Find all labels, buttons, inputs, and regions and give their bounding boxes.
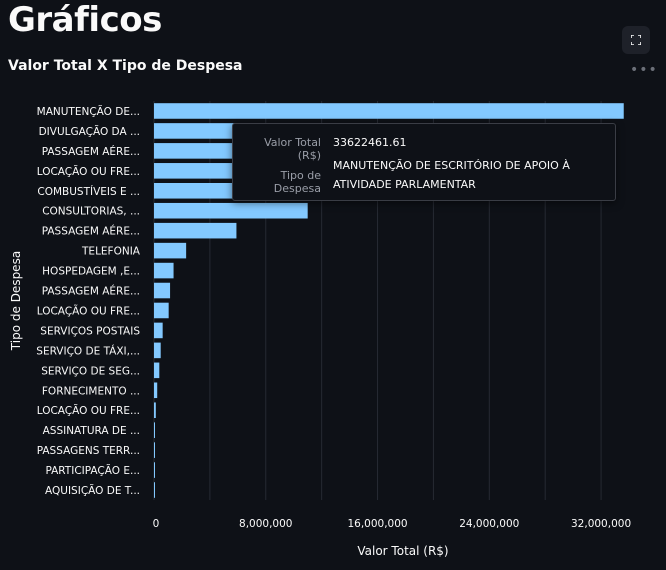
y-tick-label: PASSAGENS TERR... <box>37 445 140 457</box>
bar[interactable] <box>154 202 308 219</box>
bar[interactable] <box>154 242 187 259</box>
x-tick-label: 24,000,000 <box>459 518 519 530</box>
bar[interactable] <box>154 382 158 399</box>
tooltip-key-category: Tipo de Despesa <box>273 169 321 195</box>
y-tick-label: ASSINATURA DE ... <box>43 425 140 437</box>
y-tick-label: LOCAÇÃO OU FRE... <box>37 165 140 178</box>
bar[interactable] <box>154 322 163 339</box>
y-tick-label: DIVULGAÇÃO DA ... <box>39 125 140 138</box>
bar[interactable] <box>154 422 155 438</box>
more-options-icon[interactable]: ••• <box>630 62 658 78</box>
page-title: Gráficos <box>8 0 162 40</box>
bar[interactable] <box>154 402 156 419</box>
tooltip-value-value: 33622461.61 <box>333 136 407 149</box>
x-tick-label: 32,000,000 <box>571 518 631 530</box>
tooltip-key-value: Valor Total (R$) <box>264 136 321 162</box>
fullscreen-button[interactable] <box>622 26 650 54</box>
x-tick-label: 0 <box>153 518 160 530</box>
y-tick-label: PASSAGEM AÉRE... <box>42 285 140 298</box>
y-tick-label: LOCAÇÃO OU FRE... <box>37 304 140 317</box>
bar[interactable] <box>154 482 155 498</box>
chart-title: Valor Total X Tipo de Despesa <box>8 58 243 74</box>
y-tick-label: SERVIÇO DE TÁXI,... <box>36 344 140 357</box>
y-tick-label: SERVIÇO DE SEG... <box>41 365 140 377</box>
y-tick-label: CONSULTORIAS, ... <box>42 206 140 218</box>
bar[interactable] <box>154 103 624 119</box>
y-tick-label: SERVIÇOS POSTAIS <box>40 325 140 337</box>
chart-tooltip: Valor Total (R$) 33622461.61 Tipo de Des… <box>232 123 616 201</box>
bar[interactable] <box>154 362 160 379</box>
y-tick-label: MANUTENÇÃO DE... <box>37 105 140 118</box>
x-tick-label: 16,000,000 <box>347 518 407 530</box>
y-tick-label: FORNECIMENTO ... <box>42 385 140 397</box>
y-tick-label: PASSAGEM AÉRE... <box>42 145 140 158</box>
bar[interactable] <box>154 302 169 319</box>
bar[interactable] <box>154 442 155 458</box>
y-axis-title: Tipo de Despesa <box>9 251 23 351</box>
y-tick-label: TELEFONIA <box>81 246 141 258</box>
tooltip-value-category: MANUTENÇÃO DE ESCRITÓRIO DE APOIO À ATIV… <box>333 159 570 191</box>
x-axis-title: Valor Total (R$) <box>357 544 448 558</box>
x-tick-label: 8,000,000 <box>239 518 292 530</box>
y-tick-label: LOCAÇÃO OU FRE... <box>37 404 140 417</box>
y-tick-label: PASSAGEM AÉRE... <box>42 225 140 238</box>
y-tick-label: PARTICIPAÇÃO E... <box>45 464 140 477</box>
y-tick-label: AQUISIÇÃO DE T... <box>45 484 140 497</box>
y-tick-label: HOSPEDAGEM ,E... <box>42 266 140 278</box>
bar[interactable] <box>154 262 174 279</box>
bar[interactable] <box>154 342 161 359</box>
bar[interactable] <box>154 282 171 299</box>
bar[interactable] <box>154 462 155 478</box>
bar[interactable] <box>154 222 237 239</box>
y-tick-label: COMBUSTÍVEIS E ... <box>37 185 140 198</box>
